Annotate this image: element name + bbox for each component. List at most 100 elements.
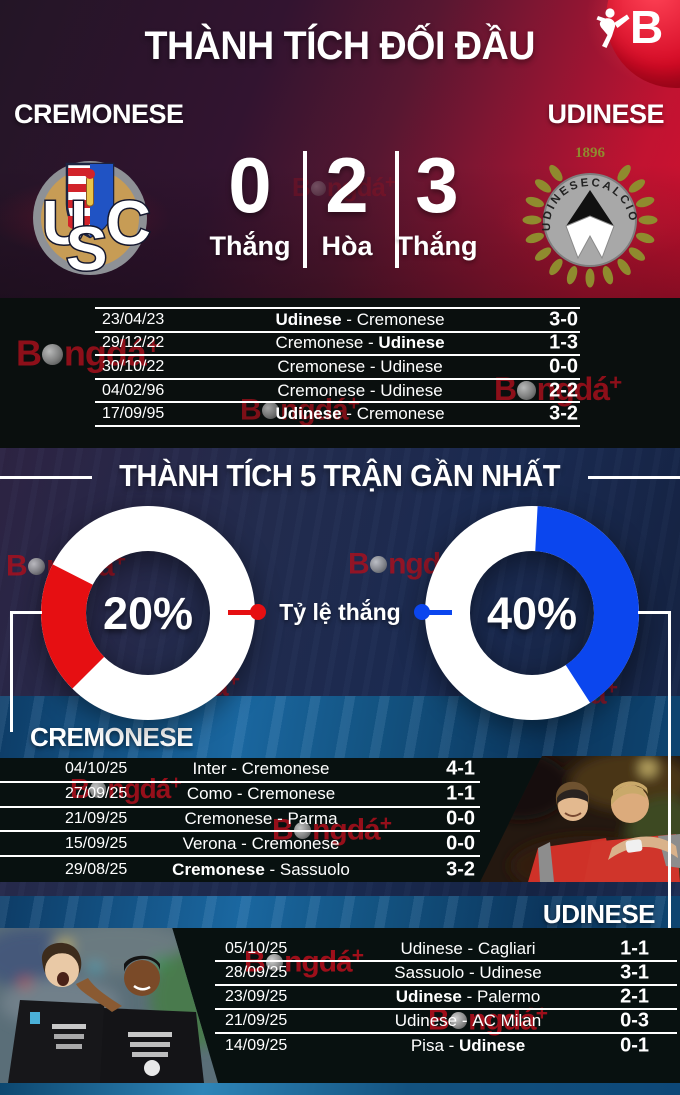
ball-icon: [449, 1011, 468, 1030]
match-date: 28/09/25: [225, 964, 288, 981]
table-row: 21/09/25 Cremonese - Parma 0-0: [0, 807, 480, 833]
match-score: 0-0: [446, 807, 475, 830]
cremonese-recent-table: 04/10/25 Inter - Cremonese 4-1 27/09/25 …: [0, 758, 480, 882]
table-row: 14/09/25 Pisa - Udinese 0-1: [215, 1034, 677, 1058]
table-row: 27/09/25 Como - Cremonese 1-1: [0, 783, 480, 808]
bicycle-kick-player-icon: [594, 6, 632, 55]
team-name-cremonese: CREMONESE: [14, 99, 184, 129]
match-fixture: Cremonese - Udinese: [275, 333, 445, 353]
match-score: 4-1: [446, 757, 475, 780]
win-rate-label: Tỷ lệ thắng: [279, 599, 401, 625]
match-fixture: Verona - Cremonese: [182, 833, 340, 853]
match-fixture: Como - Cremonese: [186, 784, 336, 804]
recent-form-title: THÀNH TÍCH 5 TRẬN GẦN NHẤT: [119, 458, 561, 493]
page-title: THÀNH TÍCH ĐỐI ĐẦU: [144, 24, 536, 68]
table-row: 15/09/25 Verona - Cremonese 0-0: [0, 832, 480, 858]
match-date: 23/04/23: [102, 310, 165, 328]
udinese-banner: [0, 896, 680, 930]
match-date: 29/08/25: [65, 860, 128, 878]
ball-icon: [517, 381, 536, 400]
table-row: 23/04/23 Udinese - Cremonese 3-0: [95, 308, 580, 333]
title-line-left: [0, 476, 92, 479]
blue-connector-dot: [414, 604, 430, 620]
udinese-players-photo: [0, 928, 218, 1083]
ball-icon: [27, 557, 46, 576]
h2h-table: 23/04/23 Udinese - Cremonese 3-0 29/12/2…: [95, 307, 580, 427]
match-date: 04/10/25: [65, 760, 128, 778]
match-score: 0-0: [549, 355, 578, 378]
udinese-section-title: UDINESE: [542, 899, 656, 929]
table-row: 04/02/96 Cremonese - Udinese 2-2: [95, 379, 580, 404]
red-connector-line: [228, 610, 256, 615]
table-row: 17/09/95 Udinese - Cremonese 3-2: [95, 403, 580, 427]
ball-icon: [90, 781, 107, 798]
match-score: 1-3: [549, 331, 578, 354]
udinese-recent-table: 05/10/25 Udinese - Cagliari 1-1 28/09/25…: [215, 938, 677, 1058]
svg-text:1896: 1896: [575, 145, 606, 161]
match-fixture: Udinese - Cremonese: [275, 404, 445, 424]
match-fixture: Cremonese - Udinese: [277, 356, 443, 376]
table-row: 05/10/25 Udinese - Cagliari 1-1: [215, 938, 677, 962]
udinese-win-rate-value: 40%: [486, 588, 578, 639]
match-date: 29/12/22: [102, 334, 165, 352]
cremonese-win-rate-value: 20%: [102, 588, 194, 639]
match-score: 1-1: [620, 937, 649, 960]
match-fixture: Udinese - AC Milan: [394, 1011, 542, 1030]
match-fixture: Pisa - Udinese: [410, 1036, 526, 1055]
right-bracket-line: [668, 611, 671, 928]
team-name-udinese: UDINESE: [547, 99, 664, 129]
udinese-crest: 1896 UDINESECALCIO: [520, 140, 660, 295]
match-date: 04/02/96: [102, 381, 165, 399]
match-date: 14/09/25: [225, 1037, 288, 1054]
match-date: 21/09/25: [225, 1012, 288, 1029]
bottom-strip: [0, 1083, 680, 1095]
match-score: 3-1: [620, 961, 649, 984]
match-date: 15/09/25: [65, 834, 128, 852]
match-fixture: Inter - Cremonese: [192, 759, 330, 779]
match-fixture: Cremonese - Udinese: [277, 380, 443, 400]
match-fixture: Udinese - Palermo: [395, 987, 541, 1006]
match-date: 05/10/25: [225, 940, 288, 957]
summary-divider: [395, 151, 399, 268]
match-score: 3-2: [446, 858, 475, 881]
ball-icon: [42, 344, 63, 365]
table-row: 23/09/25 Udinese - Palermo 2-1: [215, 986, 677, 1010]
table-row: 21/09/25 Udinese - AC Milan 0-3: [215, 1010, 677, 1034]
cremonese-section-title: CREMONESE: [30, 722, 194, 752]
left-bracket-line: [10, 611, 42, 614]
match-score: 2-2: [549, 379, 578, 402]
match-fixture: Cremonese - Parma: [184, 808, 338, 828]
table-row: 30/10/22 Cremonese - Udinese 0-0: [95, 355, 580, 380]
udinese-wins-label: Thắng: [396, 231, 478, 261]
draws-label: Hòa: [321, 231, 373, 261]
cremonese-wins-label: Thắng: [209, 231, 291, 261]
ball-icon: [261, 401, 280, 420]
match-fixture: Udinese - Cagliari: [400, 939, 536, 958]
match-score: 3-2: [549, 402, 578, 425]
table-row: 29/12/22 Cremonese - Udinese 1-3: [95, 331, 580, 357]
left-bracket-line: [10, 611, 13, 732]
match-score: 0-0: [446, 832, 475, 855]
draws-value: 2: [325, 141, 369, 229]
match-date: 27/09/25: [65, 785, 128, 803]
match-fixture: Udinese - Cremonese: [275, 309, 445, 329]
match-fixture: Sassuolo - Udinese: [394, 963, 542, 982]
match-date: 30/10/22: [102, 357, 165, 375]
match-score: 0-1: [620, 1034, 649, 1057]
blue-connector-line: [424, 610, 452, 615]
match-fixture: Cremonese - Sassuolo: [172, 859, 350, 879]
ball-icon: [265, 953, 284, 972]
red-connector-dot: [250, 604, 266, 620]
match-date: 23/09/25: [225, 988, 288, 1005]
ball-icon: [369, 555, 388, 574]
match-date: 17/09/95: [102, 405, 165, 423]
match-score: 3-0: [549, 308, 578, 331]
right-bracket-line: [638, 611, 670, 614]
table-row: 04/10/25 Inter - Cremonese 4-1: [0, 758, 480, 783]
